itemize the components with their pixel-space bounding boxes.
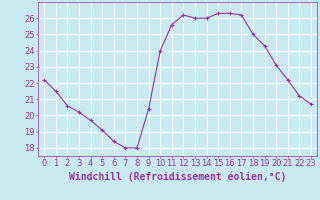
X-axis label: Windchill (Refroidissement éolien,°C): Windchill (Refroidissement éolien,°C) bbox=[69, 171, 286, 182]
